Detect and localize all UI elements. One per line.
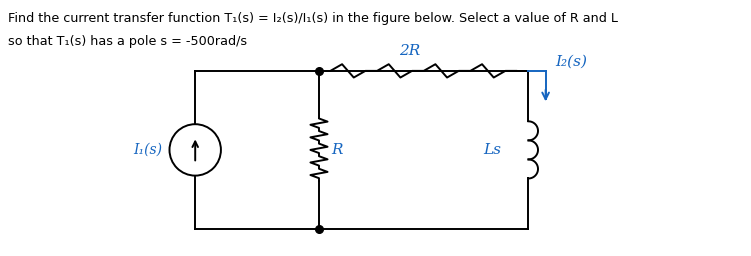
Text: R: R bbox=[331, 143, 343, 157]
Text: 2R: 2R bbox=[399, 45, 420, 58]
Text: I₁(s): I₁(s) bbox=[133, 143, 162, 157]
Text: Ls: Ls bbox=[483, 143, 501, 157]
Text: Find the current transfer function T₁(s) = I₂(s)/I₁(s) in the figure below. Sele: Find the current transfer function T₁(s)… bbox=[8, 12, 617, 25]
Text: I₂(s): I₂(s) bbox=[555, 55, 587, 69]
Text: so that T₁(s) has a pole s = -500rad/s: so that T₁(s) has a pole s = -500rad/s bbox=[8, 35, 247, 48]
